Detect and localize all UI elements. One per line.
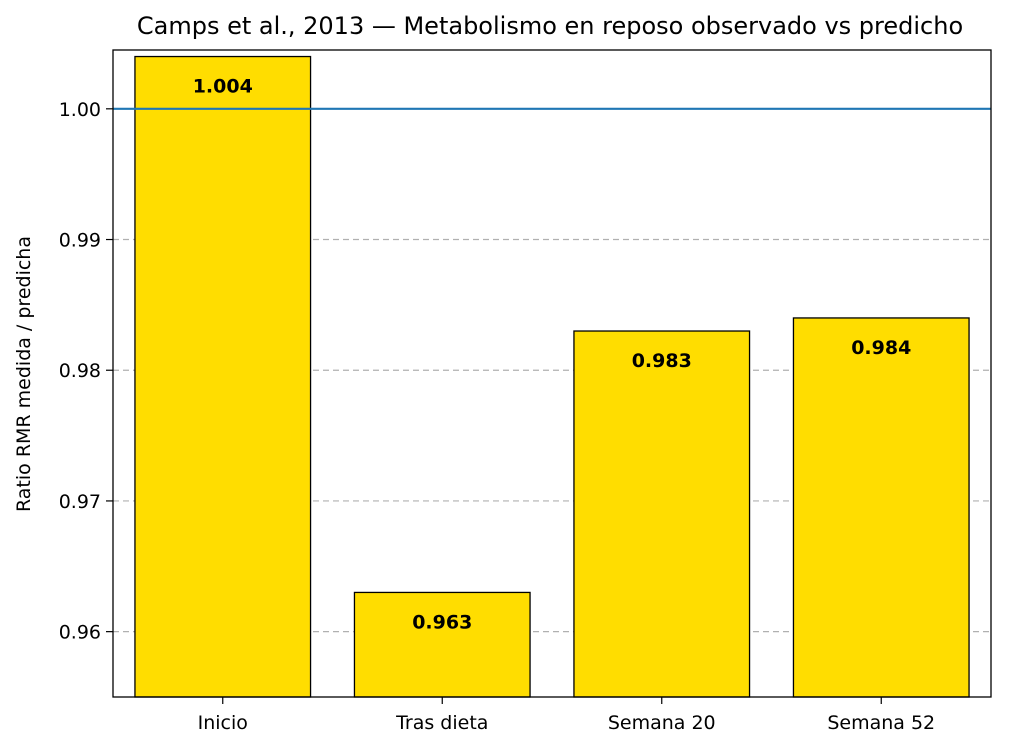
plot-frame <box>112 49 992 698</box>
bar <box>573 330 751 698</box>
bar <box>792 317 970 698</box>
y-tick-label: 0.97 <box>59 491 101 513</box>
bar-value-label: 0.963 <box>412 611 472 633</box>
y-tick-label: 1.00 <box>59 99 101 121</box>
y-tick-label: 0.96 <box>59 622 101 644</box>
y-tick-label: 0.99 <box>59 230 101 252</box>
y-tick-label: 0.98 <box>59 360 101 382</box>
bar-value-label: 0.984 <box>851 337 911 359</box>
bars: 1.004 0.963 0.983 0.984 <box>134 55 970 698</box>
y-axis-ticks: 0.96 0.97 0.98 0.99 1.00 <box>59 99 113 644</box>
x-axis-ticks: Inicio Tras dieta Semana 20 Semana 52 <box>198 697 935 734</box>
chart-title: Camps et al., 2013 — Metabolismo en repo… <box>136 12 964 40</box>
x-tick-label: Semana 52 <box>827 712 935 734</box>
bar <box>134 55 312 698</box>
bar-value-label: 0.983 <box>632 350 692 372</box>
y-axis-label: Ratio RMR medida / predicha <box>13 236 35 512</box>
x-tick-label: Tras dieta <box>395 712 488 734</box>
bar-value-label: 1.004 <box>193 76 253 98</box>
x-tick-label: Inicio <box>198 712 248 734</box>
x-tick-label: Semana 20 <box>608 712 716 734</box>
bar <box>353 591 531 698</box>
